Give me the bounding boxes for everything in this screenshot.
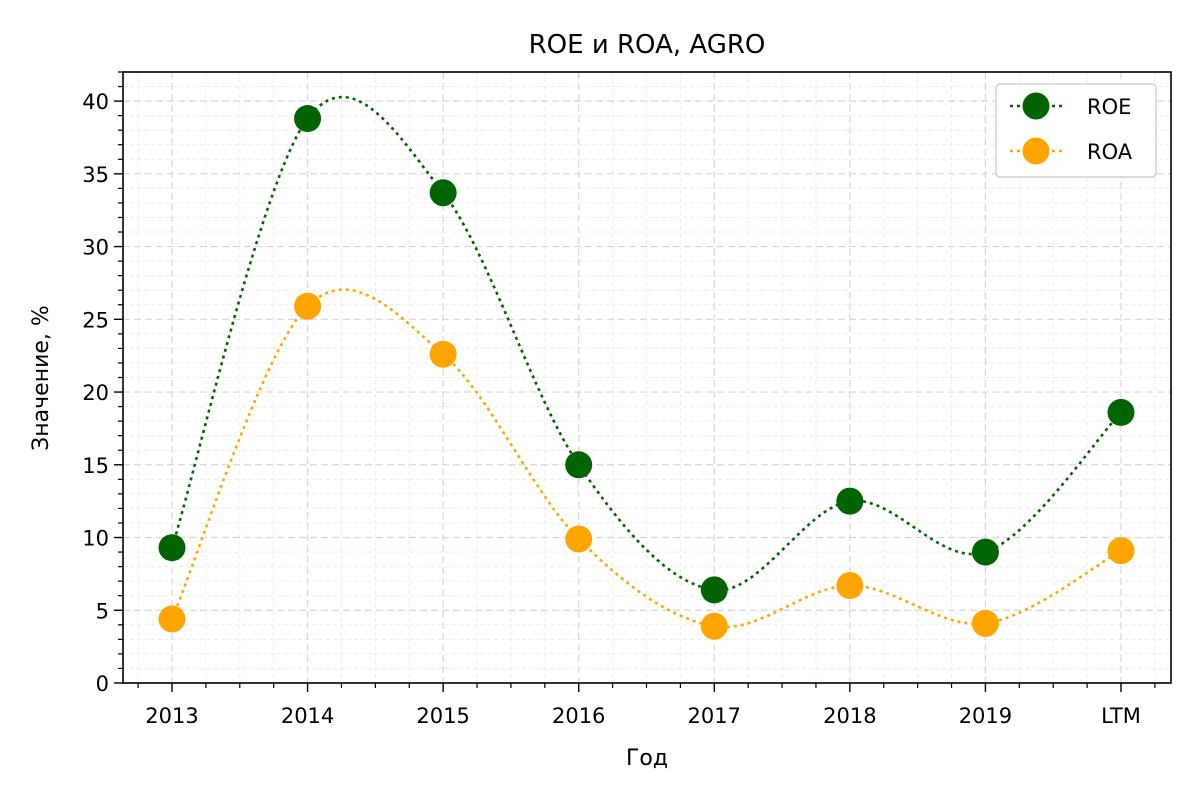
x-tick-label: 2013 — [145, 704, 198, 728]
y-tick-label: 15 — [82, 454, 109, 478]
data-point-roe — [1107, 398, 1135, 426]
legend-marker — [1022, 137, 1050, 165]
data-point-roe — [158, 534, 186, 562]
y-tick-label: 10 — [82, 527, 109, 551]
data-point-roa — [158, 605, 186, 633]
x-tick-label: 2019 — [959, 704, 1012, 728]
y-tick-label: 40 — [82, 90, 109, 114]
data-point-roe — [565, 451, 593, 479]
data-point-roe — [429, 179, 457, 207]
chart-title: ROE и ROA, AGRO — [529, 30, 766, 60]
data-point-roe — [836, 487, 864, 515]
data-point-roa — [700, 612, 728, 640]
y-tick-label: 35 — [82, 163, 109, 187]
data-point-roa — [429, 340, 457, 368]
y-tick-label: 5 — [96, 599, 109, 623]
data-point-roe — [971, 538, 999, 566]
legend-label: ROA — [1087, 140, 1133, 164]
legend: ROE ROA — [995, 83, 1157, 178]
series-layer — [158, 95, 1135, 640]
x-tick-label: 2016 — [552, 704, 605, 728]
data-point-roa — [294, 292, 322, 320]
legend-label: ROE — [1087, 95, 1131, 119]
x-tick-label: 2015 — [416, 704, 469, 728]
y-axis-label: Значение, % — [29, 305, 54, 451]
y-tick-label: 25 — [82, 308, 109, 332]
legend-marker — [1022, 92, 1050, 120]
data-point-roa — [971, 609, 999, 637]
y-tick-label: 30 — [82, 236, 109, 260]
data-point-roa — [836, 572, 864, 600]
data-point-roa — [565, 525, 593, 553]
x-tick-label: 2014 — [281, 704, 334, 728]
series-line-roe — [170, 95, 1122, 592]
x-axis-label: Год — [626, 746, 668, 771]
data-point-roa — [1107, 537, 1135, 565]
series-line-roa — [170, 288, 1122, 629]
y-tick-label: 20 — [82, 381, 109, 405]
axis-ticks: 2013 2014 2015 2016 2017 2018 2019 LTM 0 5 10 15 20 2… — [82, 71, 1156, 728]
data-point-roe — [294, 105, 322, 133]
x-tick-label: LTM — [1101, 704, 1141, 728]
x-tick-label: 2017 — [688, 704, 741, 728]
x-tick-label: 2018 — [823, 704, 876, 728]
data-point-roe — [700, 576, 728, 604]
y-tick-label: 0 — [96, 672, 109, 696]
